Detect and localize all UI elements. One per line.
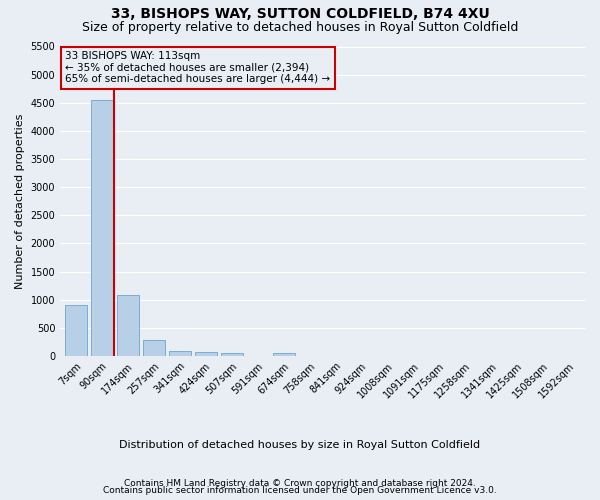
- Text: 33 BISHOPS WAY: 113sqm
← 35% of detached houses are smaller (2,394)
65% of semi-: 33 BISHOPS WAY: 113sqm ← 35% of detached…: [65, 51, 331, 84]
- Y-axis label: Number of detached properties: Number of detached properties: [15, 114, 25, 289]
- Text: 33, BISHOPS WAY, SUTTON COLDFIELD, B74 4XU: 33, BISHOPS WAY, SUTTON COLDFIELD, B74 4…: [110, 8, 490, 22]
- Bar: [91, 100, 113, 356]
- Bar: [194, 352, 217, 356]
- Text: Contains public sector information licensed under the Open Government Licence v3: Contains public sector information licen…: [103, 486, 497, 495]
- Bar: [169, 352, 191, 356]
- Bar: [116, 295, 139, 356]
- Bar: [143, 340, 165, 356]
- Bar: [272, 353, 295, 356]
- Text: Contains HM Land Registry data © Crown copyright and database right 2024.: Contains HM Land Registry data © Crown c…: [124, 478, 476, 488]
- Bar: [65, 306, 87, 356]
- Text: Distribution of detached houses by size in Royal Sutton Coldfield: Distribution of detached houses by size …: [119, 440, 481, 450]
- Text: Size of property relative to detached houses in Royal Sutton Coldfield: Size of property relative to detached ho…: [82, 21, 518, 34]
- Bar: [221, 353, 242, 356]
